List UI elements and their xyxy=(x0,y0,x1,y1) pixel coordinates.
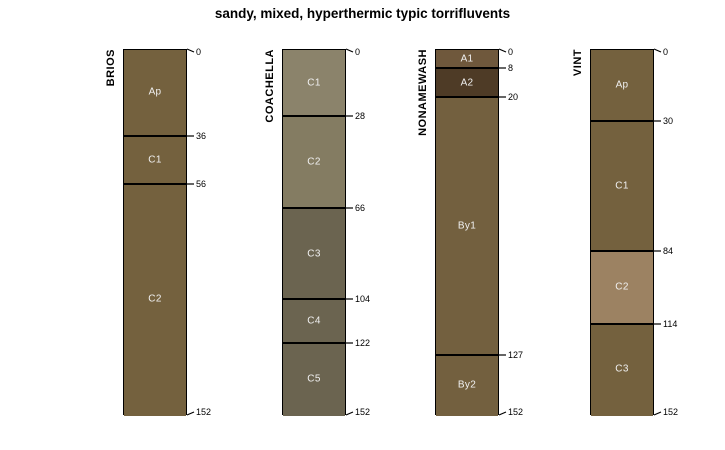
horizon xyxy=(436,50,498,70)
depth-tick-label: 0 xyxy=(196,47,202,57)
horizon-boundary xyxy=(282,206,346,209)
profile-id-label: COACHELLA xyxy=(264,49,276,123)
horizon-label: C1 xyxy=(307,77,321,89)
depth-tick-label: 114 xyxy=(663,318,678,329)
horizon-boundary xyxy=(282,298,346,301)
horizon-label: C2 xyxy=(307,156,321,168)
horizon xyxy=(283,343,345,416)
depth-tick-label: 0 xyxy=(663,47,669,57)
depth-tick-label: 152 xyxy=(508,407,524,417)
depth-tick xyxy=(498,48,507,53)
depth-tick xyxy=(346,298,353,301)
depth-tick xyxy=(187,135,194,137)
depth-tick xyxy=(654,250,661,252)
horizon xyxy=(283,117,345,209)
horizon-label: By1 xyxy=(457,220,477,232)
depth-tick-label: 30 xyxy=(663,116,674,127)
horizon xyxy=(124,50,186,137)
horizon-label: C1 xyxy=(615,180,629,192)
horizon-boundary xyxy=(435,96,499,99)
horizon-label: C4 xyxy=(307,315,321,327)
horizon-label: By2 xyxy=(457,379,477,391)
depth-tick-label: 20 xyxy=(508,92,519,103)
profile-column xyxy=(590,49,654,416)
depth-tick-label: 8 xyxy=(508,63,514,74)
horizon-boundary xyxy=(435,353,499,356)
horizon-label: Ap xyxy=(615,79,629,91)
depth-tick xyxy=(345,48,354,53)
horizon xyxy=(124,136,186,185)
depth-tick xyxy=(653,48,662,53)
horizon-label: C2 xyxy=(148,293,162,305)
plot-title: sandy, mixed, hyperthermic typic torrifl… xyxy=(214,6,511,21)
horizon-boundary xyxy=(590,250,654,253)
horizon-boundary xyxy=(590,120,654,123)
horizon xyxy=(283,300,345,344)
horizon xyxy=(436,355,498,416)
depth-tick-label: 127 xyxy=(508,349,524,360)
profile-id-label: BRIOS xyxy=(105,49,117,87)
depth-tick xyxy=(346,115,353,118)
horizon-label: A1 xyxy=(460,53,474,65)
horizon-boundary xyxy=(282,341,346,344)
depth-tick-label: 152 xyxy=(663,407,679,417)
horizon xyxy=(591,324,653,416)
depth-tick-label: 122 xyxy=(355,337,371,348)
horizon-label: C1 xyxy=(148,154,162,166)
horizon xyxy=(436,98,498,356)
horizon-label: A2 xyxy=(460,77,474,89)
depth-tick-label: 36 xyxy=(196,130,207,141)
horizon-boundary xyxy=(435,67,499,70)
horizon-boundary xyxy=(282,115,346,118)
depth-tick xyxy=(345,411,354,416)
horizon xyxy=(283,208,345,301)
horizon-boundary xyxy=(590,322,654,325)
horizon-label: C2 xyxy=(615,281,629,293)
depth-tick-label: 0 xyxy=(508,47,514,57)
horizon xyxy=(283,50,345,118)
depth-tick-label: 84 xyxy=(663,246,674,257)
horizon-boundary xyxy=(123,182,187,185)
profile-column xyxy=(435,49,499,416)
horizon xyxy=(591,122,653,253)
profile-id-label: NONAMEWASH xyxy=(417,49,429,136)
profile-column xyxy=(282,49,346,416)
depth-tick xyxy=(653,411,662,416)
depth-tick xyxy=(346,342,353,344)
depth-tick xyxy=(499,67,506,69)
horizon-label: Ap xyxy=(148,86,162,98)
depth-tick-label: 56 xyxy=(196,178,207,189)
depth-tick-label: 104 xyxy=(355,294,371,305)
horizon xyxy=(124,184,186,416)
depth-tick xyxy=(498,411,507,416)
depth-tick-label: 152 xyxy=(355,407,371,417)
depth-tick-label: 0 xyxy=(355,47,361,57)
horizon xyxy=(436,69,498,99)
depth-tick xyxy=(186,48,195,53)
horizon xyxy=(591,50,653,123)
depth-tick xyxy=(654,120,661,122)
depth-tick-label: 66 xyxy=(355,202,366,213)
depth-tick xyxy=(187,183,194,185)
profile-id-label: VINT xyxy=(572,49,584,77)
depth-tick xyxy=(346,207,353,209)
horizon-label: C3 xyxy=(615,363,629,375)
depth-tick xyxy=(499,354,506,356)
depth-tick-label: 152 xyxy=(196,407,212,417)
horizon-boundary xyxy=(123,134,187,137)
horizon-label: C5 xyxy=(307,373,321,385)
depth-tick xyxy=(186,411,195,416)
depth-tick-label: 28 xyxy=(355,111,366,122)
horizon-label: C3 xyxy=(307,248,321,260)
depth-tick xyxy=(654,322,661,325)
depth-tick xyxy=(499,96,506,98)
horizon xyxy=(591,252,653,325)
profile-column xyxy=(123,49,187,416)
